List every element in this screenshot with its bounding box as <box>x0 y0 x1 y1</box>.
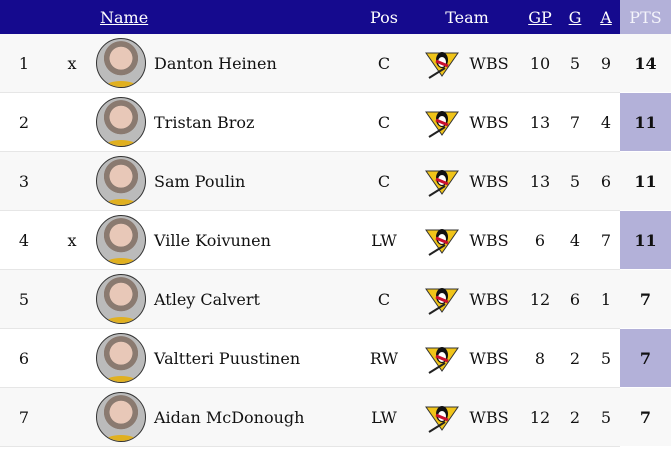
sort-name-link[interactable]: Name <box>100 7 149 27</box>
assists: 4 <box>592 92 620 152</box>
points: 7 <box>620 269 671 329</box>
goals: 4 <box>558 210 592 270</box>
player-row: 4 x Ville Koivunen LW WBS 6 4 7 11 <box>0 210 671 270</box>
header-rank <box>0 0 48 34</box>
assists: 1 <box>592 269 620 329</box>
player-avatar <box>96 215 146 265</box>
player-avatar <box>96 38 146 88</box>
header-pos: Pos <box>356 0 412 34</box>
team-name: WBS <box>469 112 509 132</box>
player-row: 5 Atley Calvert C WBS 12 6 1 7 <box>0 269 671 329</box>
games-played: 12 <box>522 269 558 329</box>
games-played: 13 <box>522 92 558 152</box>
goals: 7 <box>558 92 592 152</box>
goals: 6 <box>558 269 592 329</box>
points: 11 <box>620 210 671 270</box>
position: RW <box>356 328 412 388</box>
points: 7 <box>620 387 671 447</box>
team-name: WBS <box>469 171 509 191</box>
status-flag <box>48 269 96 329</box>
games-played: 13 <box>522 151 558 211</box>
team-name: WBS <box>469 230 509 250</box>
position: C <box>356 34 412 93</box>
points: 14 <box>620 34 671 93</box>
team-logo-icon <box>425 347 460 374</box>
position: LW <box>356 210 412 270</box>
goals: 5 <box>558 34 592 93</box>
status-flag <box>48 328 96 388</box>
player-name-link[interactable]: Aidan McDonough <box>154 407 305 427</box>
goals: 2 <box>558 387 592 447</box>
assists: 9 <box>592 34 620 93</box>
player-name-link[interactable]: Sam Poulin <box>154 171 246 191</box>
games-played: 10 <box>522 34 558 93</box>
team-logo-icon <box>425 406 460 433</box>
position: C <box>356 269 412 329</box>
sort-g-link[interactable]: G <box>568 7 582 27</box>
rank: 6 <box>0 328 48 388</box>
player-name-link[interactable]: Valtteri Puustinen <box>154 348 301 368</box>
games-played: 8 <box>522 328 558 388</box>
player-avatar <box>96 97 146 147</box>
points: 7 <box>620 328 671 388</box>
points: 11 <box>620 151 671 211</box>
player-row: 2 Tristan Broz C WBS 13 7 4 11 <box>0 92 671 152</box>
team-logo-icon <box>425 288 460 315</box>
rank: 7 <box>0 387 48 447</box>
goals: 2 <box>558 328 592 388</box>
rank: 4 <box>0 210 48 270</box>
assists: 6 <box>592 151 620 211</box>
team-logo-icon <box>425 52 460 79</box>
player-name-link[interactable]: Atley Calvert <box>154 289 260 309</box>
assists: 7 <box>592 210 620 270</box>
position: LW <box>356 387 412 447</box>
player-name-link[interactable]: Ville Koivunen <box>154 230 271 250</box>
team-name: WBS <box>469 53 509 73</box>
games-played: 6 <box>522 210 558 270</box>
rank: 1 <box>0 34 48 93</box>
team-logo-icon <box>425 111 460 138</box>
header-flag <box>48 0 96 34</box>
player-name-link[interactable]: Danton Heinen <box>154 53 277 73</box>
status-flag <box>48 92 96 152</box>
status-flag <box>48 387 96 447</box>
team-logo-icon <box>425 170 460 197</box>
player-name-link[interactable]: Tristan Broz <box>154 112 255 132</box>
games-played: 12 <box>522 387 558 447</box>
sort-a-link[interactable]: A <box>600 7 612 27</box>
player-avatar <box>96 274 146 324</box>
status-flag: x <box>48 34 96 93</box>
status-flag <box>48 151 96 211</box>
player-avatar <box>96 156 146 206</box>
team-name: WBS <box>469 348 509 368</box>
goals: 5 <box>558 151 592 211</box>
team-name: WBS <box>469 407 509 427</box>
player-avatar <box>96 333 146 383</box>
assists: 5 <box>592 387 620 447</box>
rank: 2 <box>0 92 48 152</box>
header-pts[interactable]: PTS <box>620 0 671 34</box>
player-avatar <box>96 392 146 442</box>
team-logo-icon <box>425 229 460 256</box>
player-row: 3 Sam Poulin C WBS 13 5 6 11 <box>0 151 671 211</box>
position: C <box>356 151 412 211</box>
team-name: WBS <box>469 289 509 309</box>
rank: 5 <box>0 269 48 329</box>
rank: 3 <box>0 151 48 211</box>
status-flag: x <box>48 210 96 270</box>
position: C <box>356 92 412 152</box>
player-row: 6 Valtteri Puustinen RW WBS 8 2 5 7 <box>0 328 671 388</box>
header-row: Name Pos Team GP G A PTS <box>0 0 671 34</box>
points: 11 <box>620 92 671 152</box>
sort-gp-link[interactable]: GP <box>528 7 552 27</box>
player-row: 1 x Danton Heinen C WBS 10 5 9 14 <box>0 34 671 93</box>
assists: 5 <box>592 328 620 388</box>
header-team: Team <box>412 0 522 34</box>
player-row: 7 Aidan McDonough LW WBS 12 2 5 7 <box>0 387 671 447</box>
